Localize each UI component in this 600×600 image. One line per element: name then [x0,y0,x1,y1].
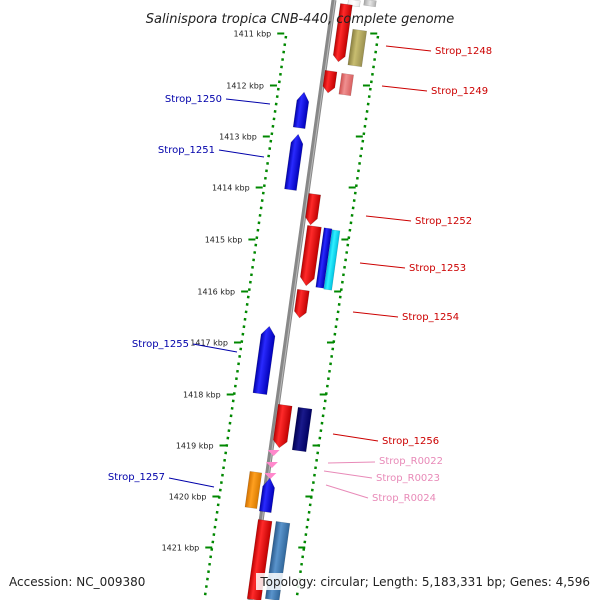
gene-block-orange[interactable] [244,471,263,509]
tick-label: 1421 kbp [162,544,200,553]
gene-label-strop-1255[interactable]: Strop_1255 [132,339,189,350]
leader-line-strop-1253 [359,262,406,269]
gene-arrow-strop-1256[interactable] [272,403,293,449]
gene-arrow-strop-1249[interactable] [322,69,338,94]
gene-arrow-strop-1257[interactable] [258,477,276,513]
rna-marker-strop-r0024[interactable] [264,473,277,479]
leader-line-strop-1256 [332,433,379,442]
tick-label: 1420 kbp [169,493,207,502]
gene-block-navy[interactable] [291,406,313,453]
leader-line-strop-1257 [168,477,215,488]
gene-label-strop-1252[interactable]: Strop_1252 [415,216,472,227]
right-tick-track [295,35,380,597]
feature-top-partial-2[interactable] [363,0,377,8]
tick-label: 1418 kbp [183,391,221,400]
gene-label-strop-1257[interactable]: Strop_1257 [108,472,165,483]
gene-label-strop-1253[interactable]: Strop_1253 [409,263,466,274]
tick-label: 1419 kbp [176,442,214,451]
gene-label-strop-1256[interactable]: Strop_1256 [382,436,439,447]
tick-label: 1412 kbp [226,82,264,91]
gene-arrow-strop-1251[interactable] [284,133,304,191]
leader-line-strop-1252 [365,215,412,222]
gene-arrow-strop-1255[interactable] [252,325,276,395]
accession-text: Accession: NC_009380 [9,575,145,589]
leader-line-strop-r0024 [325,484,369,499]
gene-arrow-strop-1253[interactable] [299,225,322,287]
tick-label: 1417 kbp [190,339,228,348]
gene-arrow-strop-1250[interactable] [292,91,310,129]
gene-label-strop-1254[interactable]: Strop_1254 [402,312,459,323]
rna-marker-strop-r0022[interactable] [267,450,280,456]
gene-label-strop-r0022[interactable]: Strop_R0022 [379,456,443,467]
tick-label: 1414 kbp [212,184,250,193]
gene-label-strop-1249[interactable]: Strop_1249 [431,86,488,97]
gene-label-strop-1250[interactable]: Strop_1250 [165,94,222,105]
left-tick-track [203,35,288,597]
gene-label-strop-r0023[interactable]: Strop_R0023 [376,473,440,484]
tick-label: 1413 kbp [219,133,257,142]
gene-label-strop-1251[interactable]: Strop_1251 [158,145,215,156]
leader-line-strop-r0022 [327,461,376,464]
gene-label-strop-1248[interactable]: Strop_1248 [435,46,492,57]
topology-text-background [256,573,592,590]
gene-block-blue[interactable] [315,227,333,289]
leader-line-strop-1254 [352,311,399,318]
tick-label: 1411 kbp [234,30,272,39]
gene-arrow-salmon[interactable] [338,72,354,97]
tick-label: 1415 kbp [205,236,243,245]
gene-arrow-strop-1252[interactable] [305,193,321,226]
gene-arrow-strop-1254[interactable] [294,289,310,319]
rna-marker-strop-r0023[interactable] [265,462,278,468]
tick-label: 1416 kbp [197,288,235,297]
gene-label-strop-r0024[interactable]: Strop_R0024 [372,493,436,504]
leader-line-strop-r0023 [323,470,373,479]
leader-line-strop-1255 [192,343,238,353]
topology-text: Topology: circular; Length: 5,183,331 bp… [259,575,590,589]
leader-line-strop-1251 [218,149,265,158]
gene-block-cyan[interactable] [323,229,341,291]
leader-line-strop-1249 [381,85,428,92]
map-title: Salinispora tropica CNB-440, complete ge… [146,12,454,27]
gene-arrow-strop-1248[interactable] [332,3,353,63]
leader-line-strop-1250 [225,98,271,105]
gene-arrow-olive[interactable] [347,28,367,68]
leader-line-strop-1248 [385,45,432,52]
